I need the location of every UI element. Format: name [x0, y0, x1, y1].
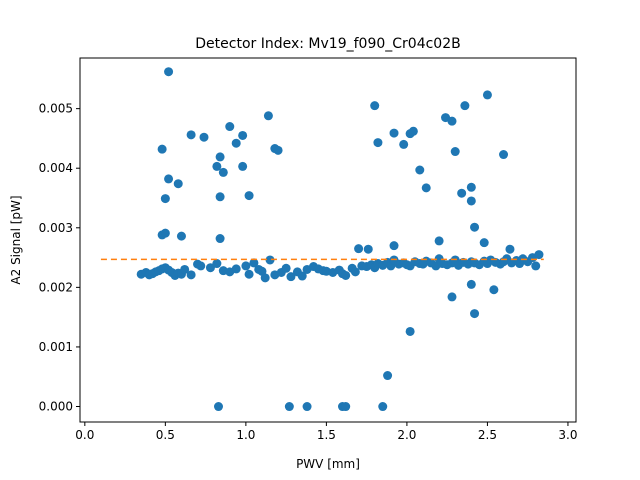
data-point — [354, 244, 363, 253]
data-point — [406, 327, 415, 336]
y-tick-label: 0.003 — [39, 221, 73, 235]
data-point — [505, 245, 514, 254]
data-point — [216, 152, 225, 161]
data-point — [216, 234, 225, 243]
data-point — [373, 138, 382, 147]
data-point — [238, 131, 247, 140]
data-point — [489, 285, 498, 294]
data-point — [467, 280, 476, 289]
data-point — [187, 270, 196, 279]
data-point — [448, 292, 457, 301]
data-point — [448, 117, 457, 126]
data-point — [164, 67, 173, 76]
data-point — [341, 402, 350, 411]
y-axis-label: A2 Signal [pW] — [9, 195, 23, 284]
x-tick-label: 1.5 — [317, 428, 336, 442]
data-point — [196, 261, 205, 270]
data-point — [534, 250, 543, 259]
data-point — [460, 101, 469, 110]
data-point — [483, 90, 492, 99]
data-point — [225, 122, 234, 131]
data-point — [341, 271, 350, 280]
data-point — [245, 270, 254, 279]
data-point — [245, 191, 254, 200]
figure-background — [0, 0, 640, 480]
data-point — [285, 402, 294, 411]
data-point — [378, 402, 387, 411]
data-point — [177, 232, 186, 241]
data-point — [531, 261, 540, 270]
data-point — [164, 174, 173, 183]
x-tick-label: 0.5 — [156, 428, 175, 442]
x-axis-label: PWV [mm] — [296, 457, 360, 471]
data-point — [467, 183, 476, 192]
data-point — [435, 236, 444, 245]
data-point — [409, 127, 418, 136]
data-point — [232, 264, 241, 273]
data-point — [158, 145, 167, 154]
x-tick-label: 3.0 — [558, 428, 577, 442]
data-point — [390, 241, 399, 250]
data-point — [232, 139, 241, 148]
data-point — [499, 150, 508, 159]
x-tick-label: 2.5 — [478, 428, 497, 442]
y-tick-label: 0.000 — [39, 400, 73, 414]
x-tick-label: 2.0 — [397, 428, 416, 442]
data-point — [370, 101, 379, 110]
data-point — [415, 166, 424, 175]
y-tick-label: 0.005 — [39, 102, 73, 116]
data-point — [216, 192, 225, 201]
data-point — [364, 245, 373, 254]
data-point — [238, 162, 247, 171]
chart-title: Detector Index: Mv19_f090_Cr04c02B — [195, 36, 460, 52]
data-point — [383, 371, 392, 380]
data-point — [422, 183, 431, 192]
data-point — [303, 402, 312, 411]
data-point — [214, 402, 223, 411]
data-point — [274, 146, 283, 155]
x-tick-label: 0.0 — [75, 428, 94, 442]
data-point — [187, 130, 196, 139]
data-point — [241, 261, 250, 270]
y-tick-label: 0.004 — [39, 161, 73, 175]
data-point — [174, 179, 183, 188]
data-point — [470, 223, 479, 232]
data-point — [261, 273, 270, 282]
data-point — [467, 196, 476, 205]
data-point — [282, 264, 291, 273]
data-point — [161, 229, 170, 238]
data-point — [480, 238, 489, 247]
data-point — [264, 111, 273, 120]
y-tick-label: 0.001 — [39, 340, 73, 354]
data-point — [457, 189, 466, 198]
data-point — [161, 194, 170, 203]
data-point — [399, 140, 408, 149]
data-point — [390, 129, 399, 138]
data-point — [219, 168, 228, 177]
y-tick-label: 0.002 — [39, 280, 73, 294]
data-point — [451, 147, 460, 156]
x-tick-label: 1.0 — [236, 428, 255, 442]
data-point — [200, 133, 209, 142]
data-point — [470, 309, 479, 318]
chart: 0.0 0.5 1.0 1.5 2.0 2.5 3.0 0.000 0.001 0.002 0.0… — [0, 0, 640, 480]
data-point — [212, 259, 221, 268]
